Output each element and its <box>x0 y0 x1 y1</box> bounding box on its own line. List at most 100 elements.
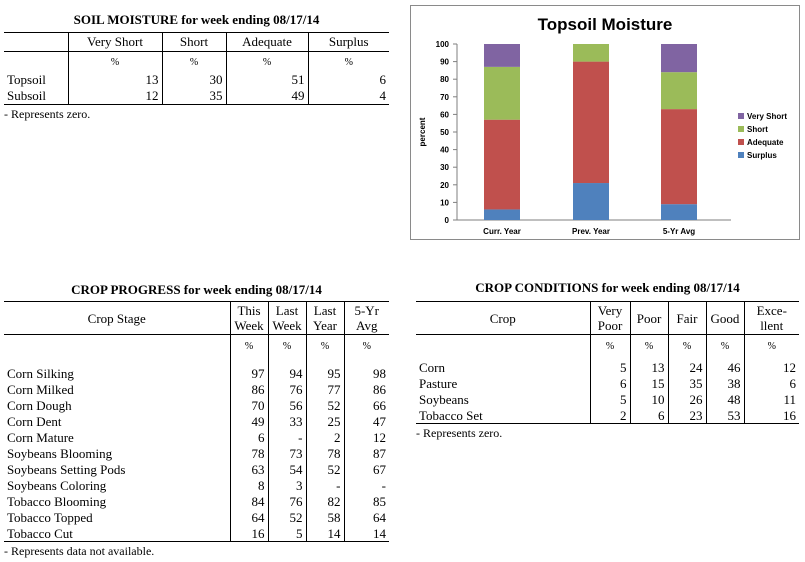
row-label: Tobacco Set <box>416 407 590 424</box>
cell-value: 47 <box>343 413 389 429</box>
table-row: Corn 5 13 24 46 12 <box>416 359 799 375</box>
legend-entry: Surplus <box>747 151 777 160</box>
cell-value: 5 <box>589 391 630 407</box>
cell-value: 58 <box>305 509 344 525</box>
row-label: Pasture <box>419 375 458 391</box>
cell-value: 76 <box>267 381 306 397</box>
soil-moisture-table: Very Short Short Adequate Surplus % % % … <box>4 32 389 105</box>
cell-value: 25 <box>305 413 344 429</box>
cell-value: 73 <box>267 445 306 461</box>
bar-segment-short <box>661 72 697 110</box>
col-header-very-poor: Very Poor <box>589 301 630 335</box>
col-header-crop-stage: Crop Stage <box>4 301 230 335</box>
bar-segment-surplus <box>484 209 520 220</box>
cell-value: 4 <box>307 88 389 105</box>
row-label: Tobacco Blooming <box>7 493 107 509</box>
table-row: Corn Dough 70 56 52 66 <box>4 397 389 413</box>
cell-value: 67 <box>343 461 389 477</box>
cell-value: 15 <box>629 375 668 391</box>
crop-progress-section: CROP PROGRESS for week ending 08/17/14 C… <box>4 282 389 559</box>
soil-note: - Represents zero. <box>4 107 91 121</box>
unit-label: % <box>67 51 162 72</box>
cell-value: 77 <box>305 381 344 397</box>
table-row: Tobacco Topped 64 52 58 64 <box>4 509 389 525</box>
cell-value: 6 <box>589 375 630 391</box>
unit-label: % <box>705 334 744 357</box>
cell-value: 78 <box>229 445 268 461</box>
table-row: Corn Dent 49 33 25 47 <box>4 413 389 429</box>
cell-value: 11 <box>743 391 799 407</box>
unit-label: % <box>343 334 389 357</box>
cell-value: 97 <box>229 365 268 381</box>
cell-value: 14 <box>343 525 389 542</box>
cell-value: 6 <box>229 429 268 445</box>
cell-value: 12 <box>343 429 389 445</box>
cell-value: 87 <box>343 445 389 461</box>
cell-value: 52 <box>305 461 344 477</box>
table-row: Tobacco Cut 16 5 14 14 <box>4 525 389 542</box>
bar-segment-adequate <box>573 61 609 184</box>
cell-value: 85 <box>343 493 389 509</box>
y-tick-label: 90 <box>440 58 449 67</box>
table-row: Soybeans Coloring 8 3- - <box>4 477 389 493</box>
col-header-last-week: Last Week <box>267 301 306 335</box>
bar-segment-short <box>484 66 520 120</box>
crop-progress-title: CROP PROGRESS for week ending 08/17/14 <box>71 282 322 297</box>
cell-value: 10 <box>629 391 668 407</box>
col-header-short: Short <box>161 32 226 52</box>
cell-value: 98 <box>343 365 389 381</box>
table-row: Corn Silking 97 94 95 98 <box>4 365 389 381</box>
row-label: Corn Dough <box>7 397 72 413</box>
cell-value: 64 <box>229 509 268 525</box>
table-row: Soybeans 5 10 26 48 11 <box>416 391 799 407</box>
table-row: Pasture 6 15 35 38 6 <box>416 375 799 391</box>
unit-label: % <box>307 51 389 72</box>
x-tick-label: Curr. Year <box>483 227 521 236</box>
x-tick-label: Prev. Year <box>572 227 610 236</box>
bar-segment-short <box>573 44 609 62</box>
legend-entry: Adequate <box>747 138 784 147</box>
crop-conditions-table: Crop Very Poor Poor Fair Good Exce-llent … <box>416 301 799 424</box>
unit-label: % <box>229 334 268 357</box>
y-tick-label: 20 <box>440 181 449 190</box>
row-label: Corn Milked <box>7 381 74 397</box>
soil-moisture-section: SOIL MOISTURE for week ending 08/17/14 V… <box>4 12 389 122</box>
bar-segment-adequate <box>661 109 697 205</box>
cell-value: 52 <box>305 397 344 413</box>
cell-value: 16 <box>743 407 799 424</box>
cell-value: 2 <box>305 429 344 445</box>
cell-value: 63 <box>229 461 268 477</box>
cell-value: 38 <box>705 375 744 391</box>
cell-value: 12 <box>67 88 162 105</box>
row-label: Tobacco Cut <box>4 525 230 542</box>
cell-value: 30 <box>161 72 226 88</box>
cell-value: 70 <box>229 397 268 413</box>
row-label: Corn Silking <box>7 365 74 381</box>
bar-segment-very-short <box>661 44 697 73</box>
cell-value: - <box>267 429 306 445</box>
cell-value: 3 <box>267 477 306 493</box>
unit-label: % <box>225 51 308 72</box>
bar-segment-adequate <box>484 119 520 210</box>
unit-label: % <box>305 334 344 357</box>
cell-value: 86 <box>343 381 389 397</box>
legend-swatch <box>738 139 744 145</box>
y-tick-label: 0 <box>445 216 450 225</box>
col-header-poor: Poor <box>629 301 668 335</box>
cell-value: 14 <box>305 525 344 542</box>
legend-swatch <box>738 152 744 158</box>
progress-note: - Represents data not available. <box>4 544 155 558</box>
y-tick-label: 10 <box>440 198 449 207</box>
cell-value: 76 <box>267 493 306 509</box>
unit-label: % <box>667 334 706 357</box>
cell-value: 49 <box>225 88 308 105</box>
unit-label: % <box>589 334 630 357</box>
bar-segment-very-short <box>484 44 520 67</box>
cell-value: - <box>343 477 389 493</box>
cell-value: 12 <box>743 359 799 375</box>
cell-value: 56 <box>267 397 306 413</box>
legend-swatch <box>738 126 744 132</box>
cell-value: 13 <box>67 72 162 88</box>
legend-entry: Short <box>747 125 768 134</box>
cell-value: - <box>305 477 344 493</box>
